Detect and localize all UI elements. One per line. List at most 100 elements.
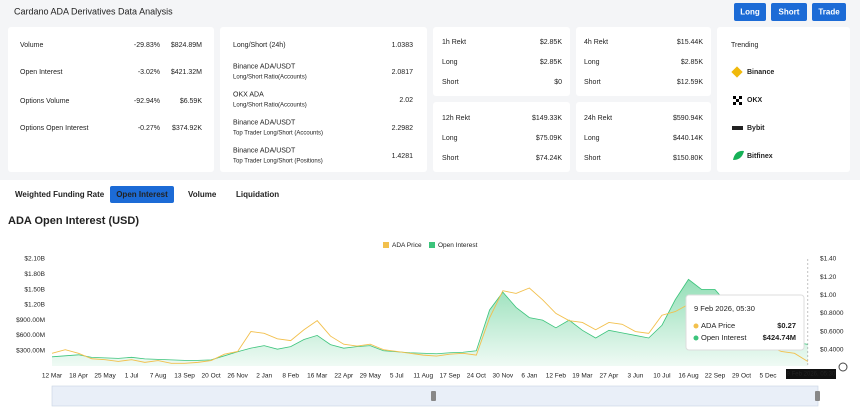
tooltip-name: Open Interest: [701, 333, 747, 342]
header-button[interactable]: [812, 3, 846, 21]
ratio-value: 1.0383: [392, 42, 414, 49]
x-tick-label: 12 Feb: [546, 373, 567, 380]
oi-line: [51, 278, 808, 361]
ratio-title: OKX ADA: [233, 91, 264, 98]
trending-item: Bitfinex: [747, 153, 773, 160]
y-tick-label: $1.20B: [24, 302, 45, 309]
y2-tick-label: $0.6000: [820, 328, 844, 335]
x-tick-label: 7 Aug: [150, 373, 167, 380]
x-tick-label: 30 Nov: [493, 373, 514, 380]
tab[interactable]: Liquidation: [236, 190, 279, 199]
rekt-long: $440.14K: [673, 135, 703, 142]
x-tick-label: 20 Oct: [202, 373, 221, 380]
x-tick-label: 8 Feb: [282, 373, 299, 380]
range-handle[interactable]: [431, 391, 436, 401]
rekt-short: $74.24K: [536, 155, 562, 162]
trending-card: [717, 27, 850, 172]
header-button-label: Short: [779, 8, 800, 17]
tooltip-dot: [693, 323, 699, 329]
rekt-title: 4h Rekt: [584, 39, 608, 46]
tab[interactable]: Volume: [188, 190, 217, 199]
rekt-short: $0: [554, 79, 562, 86]
y-tick-label: $300.00M: [16, 347, 45, 354]
stat-value: $374.92K: [172, 125, 202, 132]
legend-label: ADA Price: [392, 242, 422, 249]
stat-value: $824.89M: [171, 42, 202, 49]
page-title: Cardano ADA Derivatives Data Analysis: [14, 6, 173, 16]
rekt-card: [433, 27, 570, 96]
x-tick-label: 5 Jul: [390, 373, 404, 380]
rekt-card: [576, 102, 711, 172]
stat-label: Options Open Interest: [20, 125, 89, 132]
settings-icon[interactable]: [838, 362, 848, 372]
rekt-short-label: Short: [584, 79, 601, 86]
oi-area: [52, 279, 808, 366]
y-tick-label: $2.10B: [24, 256, 45, 263]
rekt-long-label: Long: [584, 59, 600, 66]
header-button[interactable]: [771, 3, 807, 21]
tab[interactable]: Weighted Funding Rate: [15, 190, 105, 199]
y-tick-label: $900.00M: [16, 317, 45, 324]
rekt-total: $590.94K: [673, 115, 703, 122]
stat-value: $6.59K: [180, 98, 203, 105]
tooltip: [685, 294, 805, 351]
x-tick-label: 17 Sep: [439, 373, 460, 380]
trending-item: Bybit: [747, 125, 765, 132]
rekt-long: $75.09K: [536, 135, 562, 142]
rekt-title: 12h Rekt: [442, 115, 470, 122]
rekt-long-label: Long: [442, 135, 458, 142]
rekt-short-label: Short: [442, 155, 459, 162]
ratio-title: Binance ADA/USDT: [233, 63, 296, 70]
tooltip-value: $0.27: [777, 321, 796, 330]
y2-tick-label: $0.4000: [820, 346, 844, 353]
x-tick-label: 29 May: [360, 373, 382, 380]
legend-swatch: [429, 242, 435, 248]
tooltip-dot: [693, 335, 699, 341]
stat-label: Open Interest: [20, 69, 62, 76]
trending-item: Binance: [747, 69, 774, 76]
chart-title: ADA Open Interest (USD): [8, 215, 139, 227]
x-tick-label: 22 Sep: [705, 373, 726, 380]
rekt-card: [433, 102, 570, 172]
stat-change: -0.27%: [138, 125, 160, 132]
x-tick-label: 25 May: [94, 373, 116, 380]
tab[interactable]: Open Interest: [116, 190, 168, 199]
x-tick-label: 26 Nov: [227, 373, 248, 380]
legend-swatch: [383, 242, 389, 248]
rekt-total: $15.44K: [677, 39, 703, 46]
x-tick-label: 16 Mar: [307, 373, 328, 380]
ratio-subtitle: Long/Short Ratio(Accounts): [233, 103, 307, 109]
tooltip-name: ADA Price: [701, 321, 735, 330]
x-tick-label: 11 Aug: [413, 373, 433, 380]
y2-tick-label: $1.00: [820, 292, 837, 299]
ratio-title: Binance ADA/USDT: [233, 119, 296, 126]
stat-change: -92.94%: [134, 98, 160, 105]
ratio-value: 2.2982: [392, 125, 414, 132]
header-button-label: Trade: [818, 8, 840, 17]
stat-label: Options Volume: [20, 98, 70, 105]
header-button[interactable]: [734, 3, 766, 21]
x-tick-label: 1 Jul: [125, 373, 139, 380]
rekt-short: $12.59K: [677, 79, 703, 86]
price-line: [51, 287, 809, 364]
rekt-long: $2.85K: [681, 59, 704, 66]
bitfinex-icon: [733, 150, 744, 160]
ratio-subtitle: Top Trader Long/Short (Positions): [233, 159, 323, 165]
ratios-card: [220, 27, 427, 172]
ratio-subtitle: Long/Short Ratio(Accounts): [233, 75, 307, 81]
x-tick-label: 3 Jun: [627, 373, 643, 380]
bybit-icon: [732, 126, 743, 130]
header-button-label: Long: [740, 8, 760, 17]
ratio-subtitle: Top Trader Long/Short (Accounts): [233, 131, 323, 137]
x-tick-label: 22 Apr: [334, 373, 354, 380]
range-handle[interactable]: [815, 391, 820, 401]
x-tick-label: 29 Oct: [732, 373, 751, 380]
rekt-long-label: Long: [442, 59, 458, 66]
tooltip-value: $424.74M: [763, 333, 796, 342]
tab-active[interactable]: [110, 186, 174, 203]
rekt-short-label: Short: [584, 155, 601, 162]
stat-label: Volume: [20, 42, 43, 49]
stat-change: -29.83%: [134, 42, 160, 49]
x-tick-label: 6 Jan: [521, 373, 537, 380]
